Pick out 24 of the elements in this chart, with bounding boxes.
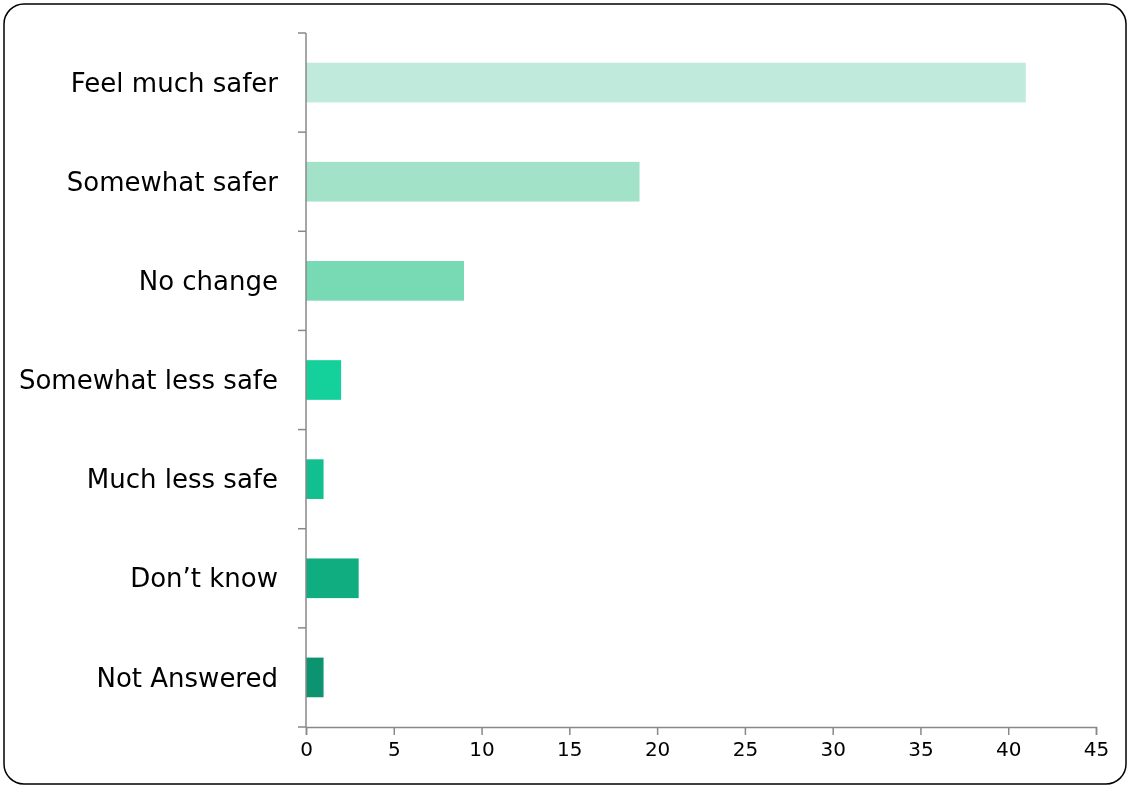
x-tick-label: 35	[908, 737, 934, 761]
bar	[306, 261, 464, 301]
x-tick-label: 0	[300, 737, 313, 761]
bar	[306, 161, 640, 202]
y-tick-label: Feel much safer	[70, 67, 279, 98]
x-tick-label: 10	[469, 737, 495, 761]
x-tick-label: 5	[387, 737, 401, 761]
bar	[306, 360, 342, 400]
x-tick-label: 20	[644, 737, 671, 761]
y-tick-label: Much less safe	[86, 464, 278, 495]
x-tick-label: 45	[1083, 737, 1110, 761]
y-tick-label: Somewhat less safe	[18, 365, 278, 396]
y-tick-label: Somewhat safer	[66, 166, 279, 197]
x-tick-label: 15	[557, 737, 583, 761]
bar	[306, 657, 324, 698]
x-tick-label: 25	[732, 737, 759, 761]
x-tick-label: 30	[820, 737, 846, 761]
bar	[306, 558, 359, 599]
bar	[306, 62, 1026, 103]
y-tick-label: Not Answered	[96, 662, 278, 693]
bar	[306, 459, 324, 499]
y-tick-label: Don’t know	[130, 563, 278, 594]
x-tick-label: 40	[996, 737, 1022, 761]
y-tick-label: No change	[138, 265, 278, 296]
